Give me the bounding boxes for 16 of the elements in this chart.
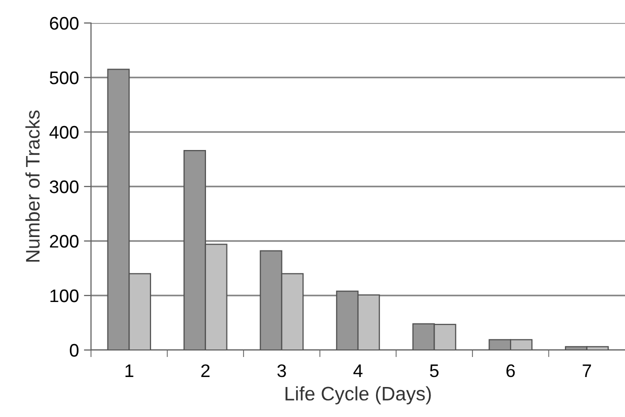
y-tick-label: 300 [50, 180, 78, 194]
y-tick-label: 0 [70, 344, 78, 357]
y-tick-label: 500 [50, 71, 78, 84]
y-tick-label: 100 [50, 289, 78, 302]
x-tick-label: 6 [506, 364, 515, 378]
x-tick-label: 1 [126, 364, 134, 377]
x-axis-title: Life Cycle (Days) [286, 386, 431, 404]
x-tick-label: 2 [201, 364, 210, 377]
x-tick-label: 7 [582, 364, 591, 377]
y-tick-label: 400 [49, 126, 78, 139]
y-tick-label: 200 [50, 234, 78, 248]
x-tick-label: 3 [277, 364, 286, 378]
y-tick-label: 600 [50, 16, 78, 30]
x-tick-label: 4 [353, 364, 362, 377]
x-tick-label: 5 [430, 364, 439, 378]
y-axis-title: Number of Tracks [25, 110, 40, 262]
